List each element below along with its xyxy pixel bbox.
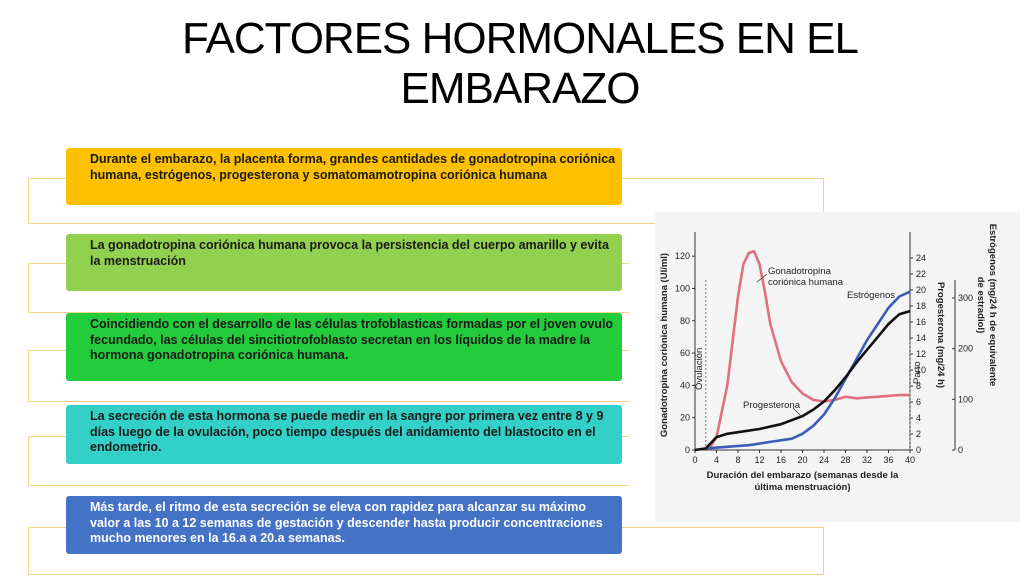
y-right1-tick-label: 22 bbox=[916, 269, 926, 279]
chart-background bbox=[655, 212, 1020, 522]
y-right2-tick-label: 0 bbox=[958, 445, 963, 455]
slide-title-line-1: FACTORES HORMONALES EN EL bbox=[182, 14, 859, 63]
x-tick-label: 8 bbox=[735, 455, 740, 465]
y-right1-tick-label: 10 bbox=[916, 365, 926, 375]
y-right2-tick-label: 300 bbox=[958, 293, 973, 303]
y-left-tick-label: 100 bbox=[675, 283, 690, 293]
slide-title: FACTORES HORMONALES EN EL EMBARAZO bbox=[150, 14, 890, 114]
y-right1-tick-label: 6 bbox=[916, 397, 921, 407]
y-left-tick-label: 60 bbox=[680, 348, 690, 358]
series-line bbox=[707, 250, 910, 451]
series-line bbox=[705, 290, 911, 450]
hcg-annotation-line1: Gonadotropina bbox=[768, 266, 832, 277]
x-axis-label-line1: Duración del embarazo (semanas desde la bbox=[707, 470, 899, 481]
y-axis-right1-label: Progesterona (mg/24 h) bbox=[935, 282, 946, 388]
ovulation-annotation: Ovulación bbox=[694, 348, 705, 390]
x-axis-label-line2: última menstruación) bbox=[754, 482, 850, 493]
hcg-annotation-line2: coriónica humana bbox=[768, 277, 844, 288]
x-tick-label: 16 bbox=[776, 455, 786, 465]
y-left-tick-label: 80 bbox=[680, 316, 690, 326]
progesterone-annotation-pointer bbox=[792, 407, 803, 418]
item-box-3: Coincidiendo con el desarrollo de las cé… bbox=[66, 313, 622, 381]
x-tick-label: 32 bbox=[862, 455, 872, 465]
item-box-5: Más tarde, el ritmo de esta secreción se… bbox=[66, 496, 622, 554]
item-text-1: Durante el embarazo, la placenta forma, … bbox=[90, 152, 616, 182]
hormone-chart: 0 4 8 12 16 20 24 28 32 36 40 0 20 40 60 80 100 120 0 2 4 6 8 1… bbox=[655, 212, 1020, 522]
y-left-tick-label: 0 bbox=[685, 445, 690, 455]
item-text-4: La secreción de esta hormona se puede me… bbox=[90, 409, 604, 454]
hcg-annotation-pointer bbox=[756, 273, 768, 283]
x-tick-label: 4 bbox=[714, 455, 719, 465]
y-right1-tick-label: 0 bbox=[916, 445, 921, 455]
series-line bbox=[694, 309, 911, 452]
x-tick-label: 40 bbox=[905, 455, 915, 465]
y-right1-tick-label: 24 bbox=[916, 253, 926, 263]
hormone-chart-svg: 0 4 8 12 16 20 24 28 32 36 40020406080100120024681… bbox=[655, 212, 1020, 522]
item-box-4: La secreción de esta hormona se puede me… bbox=[66, 405, 622, 464]
slide-title-line-2: EMBARAZO bbox=[400, 64, 641, 113]
y-left-tick-label: 20 bbox=[680, 413, 690, 423]
x-tick-label: 24 bbox=[819, 455, 829, 465]
x-tick-label: 12 bbox=[754, 455, 764, 465]
item-box-2: La gonadotropina coriónica humana provoc… bbox=[66, 234, 622, 291]
y-right1-tick-label: 2 bbox=[916, 429, 921, 439]
item-text-2: La gonadotropina coriónica humana provoc… bbox=[90, 238, 609, 268]
birth-annotation: Parto bbox=[912, 361, 923, 384]
y-right1-tick-label: 16 bbox=[916, 317, 926, 327]
y-right2-tick-label: 200 bbox=[958, 344, 973, 354]
x-tick-label: 36 bbox=[883, 455, 893, 465]
y-right1-tick-label: 14 bbox=[916, 333, 926, 343]
item-box-1: Durante el embarazo, la placenta forma, … bbox=[66, 148, 622, 205]
y-right1-tick-label: 18 bbox=[916, 301, 926, 311]
x-tick-label: 28 bbox=[840, 455, 850, 465]
item-text-5: Más tarde, el ritmo de esta secreción se… bbox=[90, 500, 603, 545]
y-right1-tick-label: 20 bbox=[916, 285, 926, 295]
y-axis-left-label: Gonadotropina coriónica humana (UI/ml) bbox=[659, 253, 670, 437]
y-left-tick-label: 120 bbox=[675, 251, 690, 261]
y-right1-tick-label: 4 bbox=[916, 413, 921, 423]
y-right1-tick-label: 8 bbox=[916, 381, 921, 391]
item-text-3: Coincidiendo con el desarrollo de las cé… bbox=[90, 317, 614, 362]
y-left-tick-label: 40 bbox=[680, 380, 690, 390]
x-tick-label: 0 bbox=[692, 455, 697, 465]
y-axis-right2-label-line1: Estrógenos (mg/24 h de equivalente bbox=[987, 224, 998, 387]
estrogens-annotation: Estrógenos bbox=[847, 290, 895, 301]
y-right1-tick-label: 12 bbox=[916, 349, 926, 359]
y-right2-tick-label: 100 bbox=[958, 394, 973, 404]
x-tick-label: 20 bbox=[797, 455, 807, 465]
y-axis-right2-label-line2: de estradiol) bbox=[975, 277, 986, 334]
progesterone-annotation: Progesterona bbox=[743, 400, 801, 411]
